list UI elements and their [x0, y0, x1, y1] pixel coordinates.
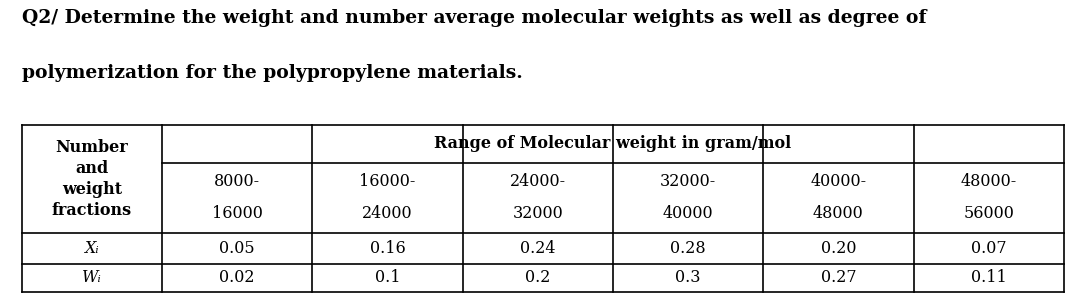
Text: 32000-: 32000-: [660, 173, 716, 190]
Text: 24000: 24000: [362, 205, 413, 222]
Text: 32000: 32000: [512, 205, 563, 222]
Text: and: and: [76, 160, 108, 177]
Text: 56000: 56000: [963, 205, 1014, 222]
Text: 48000-: 48000-: [960, 173, 1016, 190]
Text: 0.02: 0.02: [219, 269, 255, 287]
Text: 16000: 16000: [212, 205, 262, 222]
Text: Wᵢ: Wᵢ: [82, 269, 102, 287]
Text: Q2/ Determine the weight and number average molecular weights as well as degree : Q2/ Determine the weight and number aver…: [22, 9, 927, 27]
Text: fractions: fractions: [52, 202, 132, 219]
Text: 0.20: 0.20: [821, 240, 856, 257]
Text: Range of Molecular weight in gram/mol: Range of Molecular weight in gram/mol: [434, 135, 792, 152]
Text: 8000-: 8000-: [214, 173, 260, 190]
Text: 16000-: 16000-: [360, 173, 416, 190]
Text: Number: Number: [55, 139, 129, 156]
Text: 0.2: 0.2: [525, 269, 551, 287]
Text: polymerization for the polypropylene materials.: polymerization for the polypropylene mat…: [22, 64, 523, 82]
Text: 0.28: 0.28: [671, 240, 706, 257]
Text: 40000: 40000: [663, 205, 714, 222]
Text: 0.16: 0.16: [369, 240, 405, 257]
Text: 24000-: 24000-: [510, 173, 566, 190]
Text: 0.1: 0.1: [375, 269, 401, 287]
Text: 0.05: 0.05: [219, 240, 255, 257]
Text: 48000: 48000: [813, 205, 864, 222]
Text: 0.27: 0.27: [821, 269, 856, 287]
Text: weight: weight: [62, 181, 122, 198]
Text: Xᵢ: Xᵢ: [84, 240, 99, 257]
Text: 0.3: 0.3: [675, 269, 701, 287]
Text: 0.07: 0.07: [971, 240, 1007, 257]
Text: 0.11: 0.11: [971, 269, 1007, 287]
Text: 40000-: 40000-: [810, 173, 866, 190]
Text: 0.24: 0.24: [519, 240, 555, 257]
